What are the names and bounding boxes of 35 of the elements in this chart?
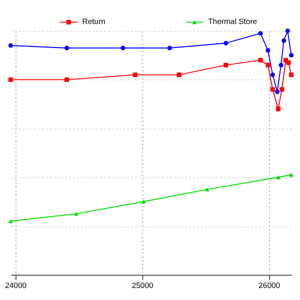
point — [266, 48, 270, 53]
x-tick-label: 24000 — [5, 280, 27, 290]
point — [64, 46, 70, 50]
legend-label: Thermal Store — [208, 17, 258, 26]
point — [258, 31, 263, 36]
x-tick-label: 25000 — [132, 280, 154, 290]
point — [270, 72, 275, 78]
point — [282, 38, 286, 43]
point — [289, 53, 294, 58]
x-tick-label: 26000 — [258, 280, 280, 290]
point — [286, 60, 291, 65]
point — [289, 172, 294, 177]
point — [167, 46, 172, 50]
point — [258, 58, 263, 62]
point — [204, 187, 210, 192]
point — [8, 77, 13, 82]
point — [285, 28, 290, 34]
point — [278, 62, 284, 68]
point — [8, 219, 13, 224]
point — [176, 72, 182, 78]
point — [141, 200, 146, 204]
point — [132, 72, 138, 78]
point — [224, 62, 228, 68]
point — [280, 87, 284, 92]
point — [274, 90, 280, 94]
point — [276, 106, 281, 112]
point — [64, 77, 70, 82]
point — [289, 72, 294, 78]
point — [266, 62, 270, 68]
point — [270, 87, 275, 92]
point — [120, 46, 126, 50]
point — [224, 40, 228, 46]
point — [8, 43, 13, 48]
legend-label: Return — [82, 17, 106, 26]
point — [74, 212, 78, 216]
